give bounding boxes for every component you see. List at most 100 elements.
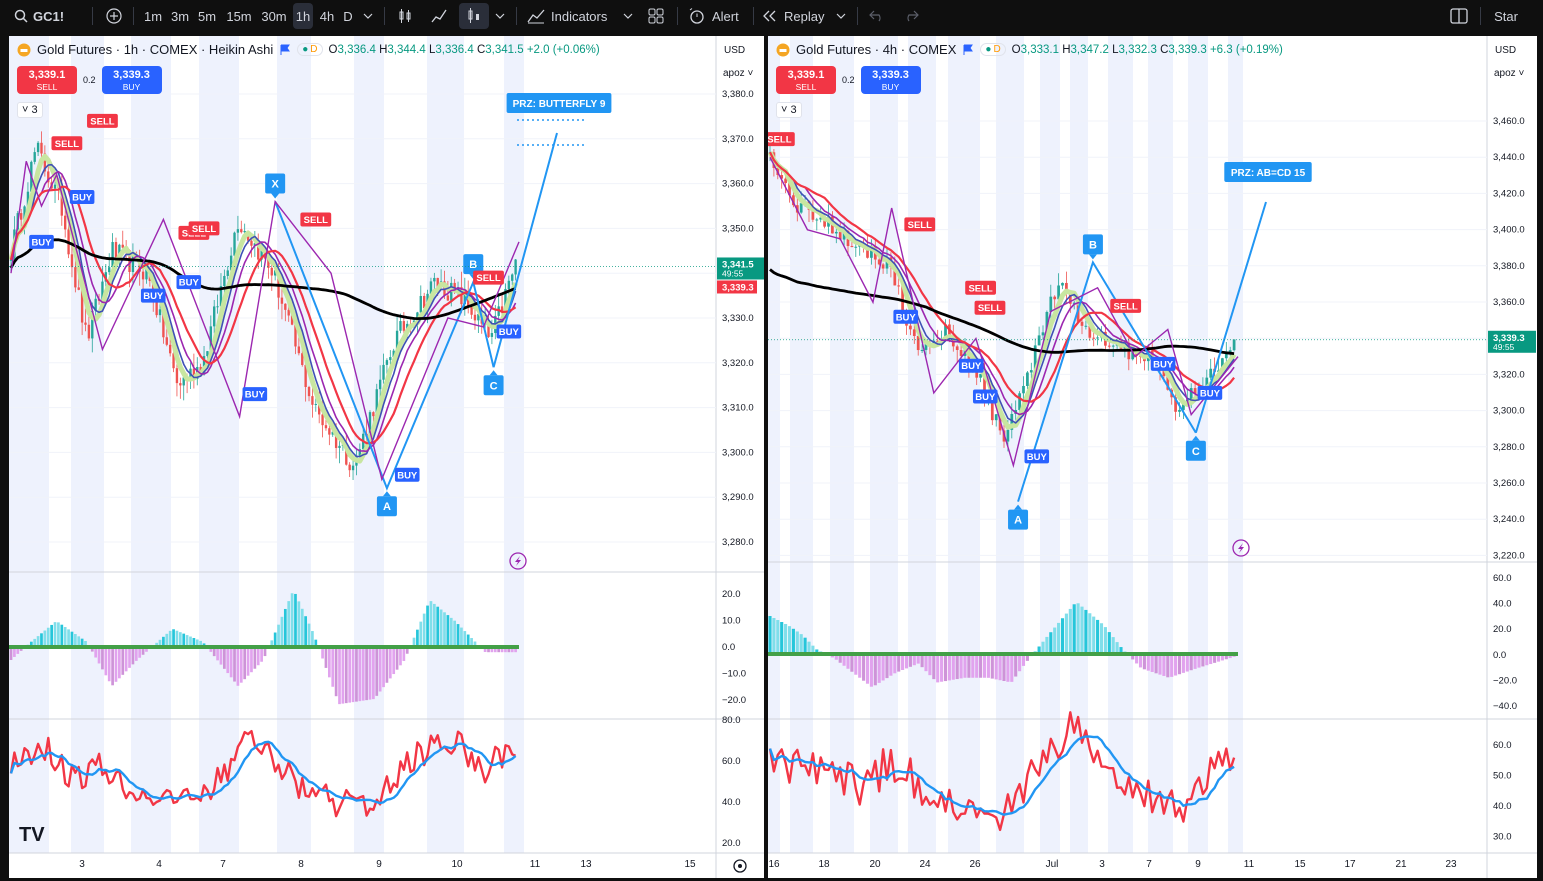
replay-dropdown[interactable] — [834, 0, 848, 32]
candle-body — [834, 231, 838, 234]
pattern-point-label: A — [383, 501, 391, 513]
candle-body — [1080, 321, 1084, 326]
rsi-tick-label: 40.0 — [1493, 801, 1512, 812]
spread-right: 0.2 — [842, 75, 855, 85]
add-symbol-button[interactable] — [104, 0, 124, 32]
time-tick-label: Jul — [1046, 859, 1059, 870]
chart-panel-left[interactable]: 3,380.03,370.03,360.03,350.03,340.03,330… — [9, 36, 764, 878]
session-band — [131, 36, 171, 853]
buy-button-left[interactable]: 3,339.3 BUY — [101, 66, 162, 94]
candle-body — [1232, 339, 1236, 351]
timeframe-4h[interactable]: 4h — [319, 8, 335, 24]
scale-mode-right[interactable]: apoz ˅ — [1494, 68, 1525, 79]
time-tick-label: 13 — [580, 859, 592, 870]
candle-body — [87, 324, 91, 339]
candle-body — [311, 396, 314, 405]
buy-signal-label-bg — [958, 358, 984, 373]
replay-label: Replay — [784, 8, 825, 24]
candle-body — [944, 324, 947, 339]
indicators-button[interactable]: Indicators — [527, 0, 613, 32]
swing-line-purple — [10, 160, 520, 482]
timeframe-3m[interactable]: 3m — [170, 8, 190, 24]
undo-button[interactable] — [868, 0, 886, 32]
pattern-point-bg — [1008, 509, 1029, 530]
candle-body — [1026, 372, 1029, 386]
timeframe-dropdown[interactable] — [361, 0, 375, 32]
candle-body — [870, 245, 873, 258]
settings-gear-icon-center — [738, 864, 742, 868]
price-tick-label: 3,260.0 — [1493, 478, 1525, 489]
sell-button-right[interactable]: 3,339.1 SELL — [776, 66, 836, 94]
layout-button[interactable] — [1449, 0, 1469, 32]
chart-type-dropdown[interactable] — [493, 0, 507, 32]
countdown-tag: 49:55 — [1493, 342, 1515, 352]
flag-icon[interactable] — [962, 44, 974, 56]
session-band — [790, 36, 813, 853]
candle-body — [1111, 345, 1115, 347]
ma-line-red — [769, 151, 1235, 403]
pattern-point-arrow — [489, 370, 498, 376]
market-open-dot-icon: ● — [302, 44, 309, 55]
candle-body — [1209, 368, 1213, 378]
candle-body — [885, 257, 889, 269]
collapse-indicators-right[interactable]: ˅ 3 — [776, 102, 802, 118]
candle-body — [1053, 296, 1057, 300]
candle-body — [321, 414, 324, 426]
symbol-search[interactable]: GC1! — [14, 0, 66, 32]
bar-style-button[interactable] — [394, 0, 416, 32]
candle-body — [348, 464, 351, 471]
candle-body — [26, 191, 30, 207]
sell-button-left[interactable]: 3,339.1 SELL — [17, 66, 77, 94]
heikin-ashi-button[interactable] — [459, 3, 489, 29]
timeframe-1m[interactable]: 1m — [143, 8, 163, 24]
chart-canvas-right[interactable]: 3,460.0 3,440.0 3,420.0 3,400.0 3,380.0 3,360… — [768, 36, 1537, 878]
session-band — [870, 36, 898, 853]
candle-body — [912, 329, 916, 336]
pattern-point-label: C — [1192, 446, 1200, 458]
candle-body — [511, 274, 514, 281]
ma-line-black — [769, 268, 1235, 355]
alert-button[interactable]: Alert — [688, 0, 746, 32]
timeframe-5m[interactable]: 5m — [197, 8, 217, 24]
heikin-ashi-icon — [468, 8, 479, 23]
currency-select-right[interactable]: USD — [1495, 45, 1517, 56]
candle-body — [392, 350, 395, 358]
candle-body — [209, 326, 212, 352]
line-style-button[interactable] — [428, 0, 450, 32]
candle-body — [422, 295, 426, 309]
scale-mode-left[interactable]: apoz ˅ — [723, 68, 754, 79]
timeframe-30m[interactable]: 30m — [261, 8, 287, 24]
chart-canvas-left[interactable]: 3,380.03,370.03,360.03,350.03,340.03,330… — [9, 36, 764, 878]
indicators-dropdown[interactable] — [621, 0, 635, 32]
candle-body — [994, 414, 998, 421]
time-tick-label: 18 — [818, 859, 830, 870]
candle-body — [23, 206, 26, 220]
currency-select-left[interactable]: USD — [724, 45, 746, 56]
flag-icon[interactable] — [279, 44, 291, 56]
timeframe-D[interactable]: D — [343, 8, 353, 24]
start-button[interactable]: Star — [1494, 8, 1518, 24]
buy-button-right[interactable]: 3,339.3 BUY — [860, 66, 921, 94]
timeframe-15m[interactable]: 15m — [226, 8, 252, 24]
rsi-tick-label: 60.0 — [722, 756, 741, 767]
candle-body — [1010, 413, 1014, 430]
redo-button[interactable] — [902, 0, 920, 32]
grid-icon — [648, 8, 664, 24]
status-badge-right[interactable]: ● D — [980, 43, 1006, 56]
redo-icon — [907, 10, 919, 22]
chart-panel-right[interactable]: 3,460.0 3,440.0 3,420.0 3,400.0 3,380.0 3,360… — [768, 36, 1537, 878]
candle-body — [19, 213, 23, 220]
collapse-indicators-left[interactable]: ˅ 3 — [17, 102, 43, 118]
candle-body — [1162, 369, 1166, 377]
timeframe-1h[interactable]: 1h — [293, 3, 313, 29]
candle-body — [504, 288, 507, 312]
replay-button[interactable]: Replay — [762, 0, 828, 32]
status-badge-left[interactable]: ● D — [297, 43, 323, 56]
trade-buttons-left: 3,339.1 SELL 0.2 3,339.3 BUY — [17, 66, 162, 94]
buy-signal-label-bg — [1197, 385, 1223, 400]
buy-signal-label: BUY — [143, 291, 164, 302]
candle-body — [1037, 335, 1041, 346]
templates-button[interactable] — [646, 0, 666, 32]
candle-body — [257, 243, 260, 260]
candle-body — [1224, 353, 1228, 359]
